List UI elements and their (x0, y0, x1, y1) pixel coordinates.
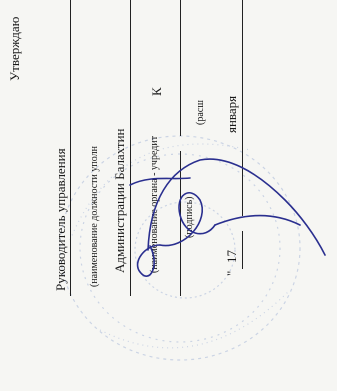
document-page: Утверждаю Руководитель управления (наиме… (7, 0, 326, 361)
official-stamp (59, 135, 301, 361)
handwritten-signature (129, 158, 326, 277)
